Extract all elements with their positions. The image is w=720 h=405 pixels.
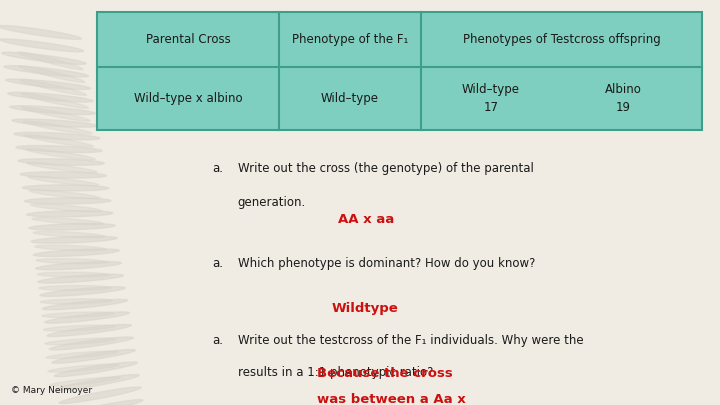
Text: © Mary Neimoyer: © Mary Neimoyer <box>11 386 92 395</box>
Text: Wild–type: Wild–type <box>320 92 379 105</box>
Text: Which phenotype is dominant? How do you know?: Which phenotype is dominant? How do you … <box>238 257 535 270</box>
Text: a.: a. <box>212 257 223 270</box>
Ellipse shape <box>27 211 113 217</box>
Text: 17: 17 <box>484 100 498 114</box>
Ellipse shape <box>30 190 100 199</box>
Ellipse shape <box>42 299 127 310</box>
Ellipse shape <box>38 274 123 283</box>
Ellipse shape <box>31 204 102 211</box>
Ellipse shape <box>4 66 89 77</box>
Ellipse shape <box>0 39 84 52</box>
Ellipse shape <box>27 162 97 173</box>
Text: Phenotypes of Testcross offspring: Phenotypes of Testcross offspring <box>462 33 660 46</box>
Ellipse shape <box>45 312 130 323</box>
Ellipse shape <box>47 324 132 337</box>
Ellipse shape <box>48 364 119 372</box>
Ellipse shape <box>40 287 125 296</box>
Ellipse shape <box>19 66 85 83</box>
Ellipse shape <box>18 52 83 70</box>
Ellipse shape <box>33 231 105 238</box>
Text: Write out the cross (the genotype) of the parental: Write out the cross (the genotype) of th… <box>238 162 534 175</box>
Ellipse shape <box>6 79 91 90</box>
Ellipse shape <box>33 249 120 256</box>
Ellipse shape <box>54 362 138 377</box>
Ellipse shape <box>35 262 122 270</box>
Ellipse shape <box>18 159 104 165</box>
Ellipse shape <box>21 94 89 108</box>
Text: Wild–type: Wild–type <box>462 83 520 96</box>
Ellipse shape <box>50 337 133 350</box>
Ellipse shape <box>22 107 90 121</box>
Text: Phenotype of the F₁: Phenotype of the F₁ <box>292 33 408 46</box>
Ellipse shape <box>29 224 115 230</box>
Text: a.: a. <box>212 162 223 175</box>
Text: Write out the testcross of the F₁ individuals. Why were the: Write out the testcross of the F₁ indivi… <box>238 334 583 347</box>
Text: generation.: generation. <box>238 196 306 209</box>
Ellipse shape <box>10 106 95 115</box>
Ellipse shape <box>42 312 114 318</box>
Text: 19: 19 <box>616 100 631 114</box>
Ellipse shape <box>36 259 108 264</box>
Text: Because the cross: Because the cross <box>317 367 453 379</box>
Text: Albino: Albino <box>605 83 642 96</box>
Ellipse shape <box>35 245 107 251</box>
Ellipse shape <box>1 52 86 64</box>
Ellipse shape <box>52 350 135 363</box>
Ellipse shape <box>50 377 120 386</box>
Ellipse shape <box>40 299 112 304</box>
FancyBboxPatch shape <box>97 12 702 130</box>
Text: AA x aa: AA x aa <box>338 213 395 226</box>
Ellipse shape <box>45 338 117 345</box>
Ellipse shape <box>8 92 93 102</box>
Ellipse shape <box>39 286 111 290</box>
Ellipse shape <box>24 198 111 204</box>
Text: Wild–type x albino: Wild–type x albino <box>134 92 242 105</box>
Ellipse shape <box>0 26 81 39</box>
Ellipse shape <box>61 399 143 405</box>
Text: Wildtype: Wildtype <box>331 302 398 315</box>
Ellipse shape <box>37 272 109 277</box>
Ellipse shape <box>12 119 98 127</box>
Text: Parental Cross: Parental Cross <box>145 33 230 46</box>
Ellipse shape <box>43 325 115 331</box>
Ellipse shape <box>24 135 94 147</box>
Ellipse shape <box>20 172 107 178</box>
Text: results in a 1:1 phenotypic ratio?: results in a 1:1 phenotypic ratio? <box>238 366 433 379</box>
Ellipse shape <box>14 132 100 140</box>
Ellipse shape <box>59 387 141 403</box>
Ellipse shape <box>32 217 104 225</box>
Text: was between a Aa x: was between a Aa x <box>317 393 466 405</box>
Ellipse shape <box>20 79 86 96</box>
Ellipse shape <box>22 185 109 191</box>
Ellipse shape <box>23 121 92 134</box>
Ellipse shape <box>31 236 117 243</box>
Ellipse shape <box>46 351 118 358</box>
Ellipse shape <box>57 375 139 390</box>
Ellipse shape <box>16 145 102 153</box>
Ellipse shape <box>28 176 99 186</box>
Ellipse shape <box>26 149 95 160</box>
Text: a.: a. <box>212 334 223 347</box>
